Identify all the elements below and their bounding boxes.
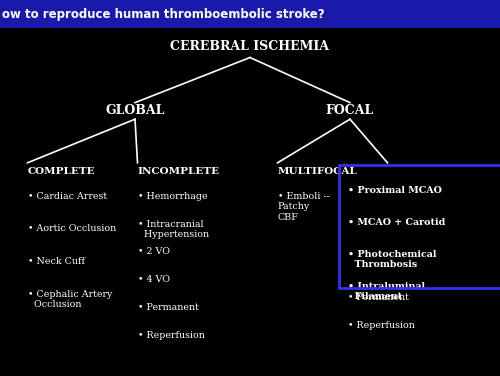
- Text: • Permanent: • Permanent: [138, 303, 198, 312]
- Bar: [0, 0, 500, 28]
- Text: • Intracranial
  Hypertension: • Intracranial Hypertension: [138, 220, 208, 239]
- Text: • Intraluminal
  Filament: • Intraluminal Filament: [348, 282, 424, 302]
- Text: COMPLETE: COMPLETE: [28, 167, 95, 176]
- Text: • Reperfusion: • Reperfusion: [348, 321, 414, 331]
- Text: INCOMPLETE: INCOMPLETE: [138, 167, 220, 176]
- Text: • Cephalic Artery
  Occlusion: • Cephalic Artery Occlusion: [28, 290, 112, 309]
- Text: • Permanent: • Permanent: [348, 293, 408, 302]
- Text: • Hemorrhage: • Hemorrhage: [138, 192, 207, 201]
- Text: GLOBAL: GLOBAL: [106, 105, 164, 117]
- Text: ow to reproduce human thromboembolic stroke?: ow to reproduce human thromboembolic str…: [2, 8, 325, 21]
- Text: • Cardiac Arrest: • Cardiac Arrest: [28, 192, 106, 201]
- Text: • MCAO + Carotid: • MCAO + Carotid: [348, 218, 445, 227]
- Text: FOCAL: FOCAL: [326, 105, 374, 117]
- Text: MULTIFOCAL: MULTIFOCAL: [278, 167, 357, 176]
- Text: • Photochemical
  Thrombosis: • Photochemical Thrombosis: [348, 250, 436, 270]
- Text: • 2 VO: • 2 VO: [138, 247, 170, 256]
- Text: • Proximal MCAO: • Proximal MCAO: [348, 186, 442, 195]
- Text: • Neck Cuff: • Neck Cuff: [28, 257, 84, 266]
- Text: • 4 VO: • 4 VO: [138, 275, 170, 284]
- Text: • Aortic Occlusion: • Aortic Occlusion: [28, 224, 116, 233]
- Text: CEREBRAL ISCHEMIA: CEREBRAL ISCHEMIA: [170, 41, 330, 53]
- Text: • Reperfusion: • Reperfusion: [138, 331, 204, 340]
- Text: • Emboli --
Patchy
CBF: • Emboli -- Patchy CBF: [278, 192, 330, 221]
